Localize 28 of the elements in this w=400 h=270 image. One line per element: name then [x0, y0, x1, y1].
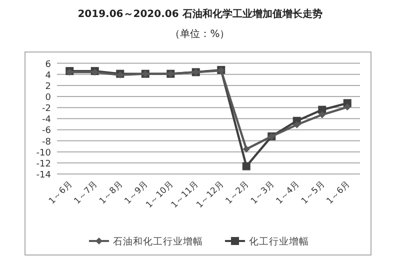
- y-tick-label: 0: [45, 93, 52, 104]
- y-tick-label: -2: [42, 104, 51, 114]
- x-tick-label: 1～2月: [224, 179, 252, 207]
- x-tick-label: 1～3月: [249, 179, 277, 207]
- x-tick-label: 1～7月: [72, 179, 100, 207]
- chart-title: 2019.06～2020.06 石油和化学工业增加值增长走势: [78, 8, 322, 20]
- point: [344, 104, 351, 111]
- y-tick-label: -4: [42, 115, 52, 126]
- y-tick-label: -8: [42, 137, 52, 148]
- legend-label: 石油和化工行业增幅: [113, 236, 203, 248]
- chart-subtitle: （单位：%）: [170, 28, 230, 40]
- x-tick-label: 1～6月: [47, 179, 75, 207]
- x-tick-label: 1～6月: [325, 179, 352, 207]
- y-tick-label: -10: [36, 148, 52, 158]
- y-tick-label: -6: [42, 126, 52, 136]
- y-tick-label: -14: [36, 170, 52, 180]
- x-tick-label: 1～8月: [98, 179, 126, 207]
- y-tick-label: 4: [45, 70, 52, 81]
- point: [242, 162, 250, 170]
- point: [318, 111, 326, 118]
- point: [293, 121, 300, 128]
- point: [242, 146, 250, 153]
- y-tick-label: 6: [45, 60, 52, 70]
- x-tick-label: 1～5月: [300, 179, 328, 207]
- y-tick-label: 2: [45, 82, 51, 92]
- legend-label: 化工行业增幅: [249, 236, 309, 248]
- x-tick-label: 1～4月: [274, 179, 302, 207]
- y-tick-label: -12: [36, 159, 51, 170]
